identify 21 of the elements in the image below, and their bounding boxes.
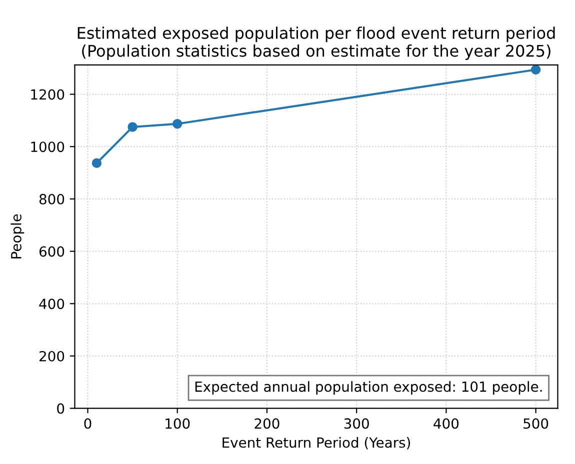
point	[92, 158, 102, 168]
chart-title: Estimated exposed population per flood event return period (Population statistics based on estimate for the year 2025)	[78, 26, 555, 60]
point	[128, 122, 138, 132]
annotation: Expected annual population exposed: 101 people.	[195, 381, 542, 395]
y-tick-label: 1200	[31, 89, 64, 100]
x-tick-label: 400	[434, 418, 459, 429]
x-tick-label: 0	[84, 418, 92, 429]
x-tick-label: 100	[166, 418, 190, 429]
y-tick-label: 200	[40, 350, 64, 362]
y-tick-label: 400	[39, 298, 64, 310]
x-tick-label: 200	[254, 418, 280, 429]
y-tick-label: 0	[57, 403, 64, 414]
point	[530, 64, 541, 75]
point	[172, 118, 182, 129]
x-tick-label: 500	[524, 418, 548, 429]
x-tick-label: 300	[344, 418, 369, 429]
y-tick-label: 600	[39, 246, 64, 257]
y-tick-label: 1000	[31, 142, 64, 152]
y-axis-title: People	[10, 214, 24, 258]
y-tick-label: 800	[39, 194, 64, 204]
x-axis-title: Event Return Period (Years)	[222, 437, 410, 450]
